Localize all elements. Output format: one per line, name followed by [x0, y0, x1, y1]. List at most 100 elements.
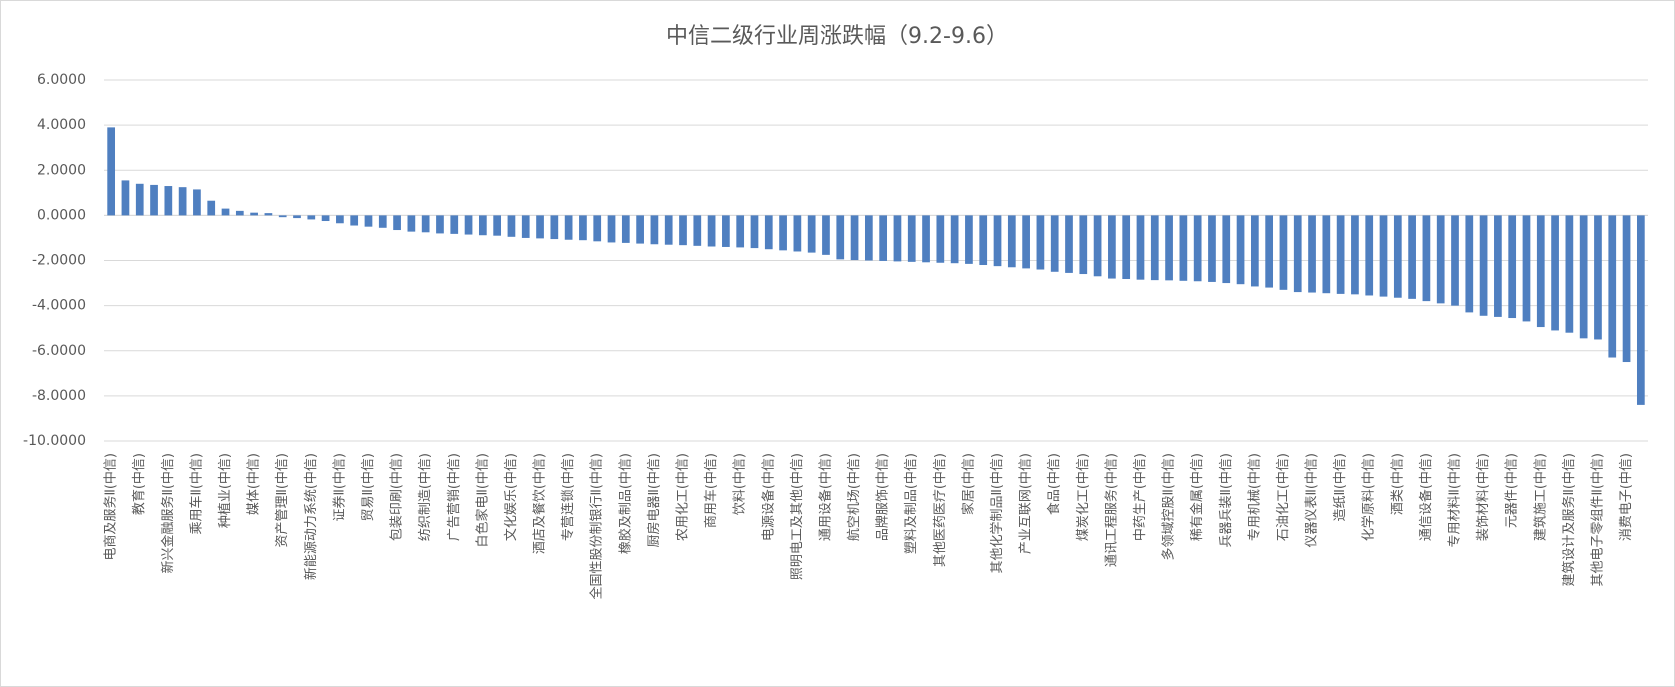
- x-tick-label: 厨房电器Ⅱ(中信): [646, 453, 662, 548]
- bar: [1250, 215, 1259, 287]
- bar: [421, 215, 430, 233]
- bar: [779, 215, 787, 251]
- bar: [135, 183, 144, 216]
- bar: [636, 215, 644, 244]
- bar: [1336, 215, 1345, 294]
- x-tick-label: 通信设备(中信): [1418, 453, 1434, 541]
- bar: [722, 215, 730, 247]
- x-tick-label: 通讯工程服务(中信): [1103, 453, 1119, 567]
- bar: [1494, 215, 1502, 317]
- bar: [979, 215, 988, 266]
- x-tick-label: 照明电工及其他(中信): [790, 453, 805, 580]
- bar: [478, 215, 487, 236]
- bar: [1036, 215, 1045, 270]
- y-tick-label: -2.0000: [32, 253, 86, 269]
- bar: [207, 200, 216, 216]
- x-tick-label: 家居(中信): [960, 453, 976, 515]
- y-tick-label: 6.0000: [37, 72, 86, 88]
- x-tick-label: 专营连锁(中信): [560, 453, 576, 541]
- x-tick-label: 专用机械(中信): [1247, 453, 1262, 541]
- bar: [550, 215, 559, 240]
- bar: [836, 215, 845, 260]
- x-tick-label: 贸易Ⅱ(中信): [361, 453, 376, 522]
- x-tick-label: 中药生产(中信): [1133, 453, 1148, 541]
- bar: [764, 215, 773, 250]
- bar: [664, 215, 673, 245]
- x-tick-label: 品牌服饰(中信): [875, 453, 891, 541]
- x-tick-label: 证券Ⅱ(中信): [331, 453, 347, 522]
- x-tick-label: 新兴金融服务Ⅱ(中信): [160, 453, 176, 574]
- bar: [807, 215, 816, 253]
- bar: [378, 215, 387, 228]
- bar: [464, 215, 473, 235]
- bar: [350, 215, 359, 226]
- bar: [607, 215, 616, 243]
- x-tick-label: 橡胶及制品(中信): [617, 453, 633, 554]
- y-tick-label: -10.0000: [23, 433, 86, 449]
- bar: [879, 215, 888, 261]
- bar: [1050, 215, 1059, 272]
- x-tick-label: 乘用车Ⅱ(中信): [188, 453, 204, 535]
- x-tick-label: 煤炭化工(中信): [1076, 453, 1091, 541]
- bar: [693, 215, 702, 246]
- bar: [1122, 215, 1131, 280]
- x-tick-label: 建筑施工(中信): [1532, 453, 1548, 541]
- bar: [864, 215, 873, 261]
- bar: [450, 215, 459, 234]
- x-tick-label: 建筑设计及服务Ⅱ(中信): [1561, 453, 1577, 587]
- bar: [336, 215, 344, 224]
- bar: [193, 189, 201, 216]
- x-tick-label: 教育(中信): [131, 453, 147, 515]
- x-tick-label: 饮料(中信): [733, 453, 748, 515]
- bar: [1379, 215, 1388, 297]
- y-tick-label: -4.0000: [32, 298, 86, 314]
- x-tick-label: 商用车(中信): [703, 453, 719, 528]
- bar: [178, 187, 187, 216]
- bar: [1451, 215, 1459, 306]
- bar: [950, 215, 959, 264]
- bar: [164, 186, 173, 216]
- bar: [235, 210, 244, 216]
- x-tick-label: 酒类(中信): [1390, 453, 1405, 515]
- x-tick-label: 其他电子零组件Ⅱ(中信): [1590, 453, 1605, 587]
- y-tick-label: -6.0000: [32, 343, 86, 359]
- bar: [393, 215, 401, 231]
- bar: [1279, 215, 1288, 290]
- bar: [1093, 215, 1102, 277]
- y-tick-label: 0.0000: [37, 207, 86, 223]
- bar: [1479, 215, 1488, 316]
- bar: [278, 215, 287, 218]
- x-tick-label: 元器件(中信): [1505, 453, 1520, 528]
- x-tick-label: 纺织制造(中信): [418, 453, 433, 541]
- bar: [1565, 215, 1574, 333]
- bar: [1022, 215, 1030, 269]
- y-tick-label: 2.0000: [37, 162, 86, 178]
- bar: [1165, 215, 1173, 281]
- bar: [793, 215, 802, 252]
- x-tick-label: 包装印刷(中信): [390, 453, 405, 541]
- bar: [1522, 215, 1531, 322]
- bar: [1236, 215, 1245, 285]
- bar: [822, 215, 830, 255]
- bar: [307, 215, 316, 220]
- bar: [893, 215, 902, 262]
- x-tick-label: 电商及服务Ⅱ(中信): [103, 453, 119, 561]
- bar: [1536, 215, 1545, 328]
- bar: [1351, 215, 1359, 295]
- x-tick-label: 其他医药医疗(中信): [933, 453, 948, 567]
- bar: [936, 215, 945, 263]
- chart-title: 中信二级行业周涨跌幅（9.2-9.6）: [666, 24, 1008, 49]
- bar: [1393, 215, 1402, 298]
- x-tick-label: 产业互联网(中信): [1019, 453, 1034, 554]
- bar: [922, 215, 930, 263]
- bar: [1065, 215, 1073, 273]
- bar: [1007, 215, 1016, 268]
- x-tick-label: 塑料及制品(中信): [904, 453, 919, 554]
- bar: [564, 215, 573, 240]
- x-tick-label: 兵器兵装Ⅱ(中信): [1219, 453, 1234, 548]
- x-tick-label: 媒体(中信): [247, 453, 262, 515]
- x-tick-label: 电源设备(中信): [760, 453, 776, 541]
- bar: [1622, 215, 1631, 363]
- bar: [1436, 215, 1445, 304]
